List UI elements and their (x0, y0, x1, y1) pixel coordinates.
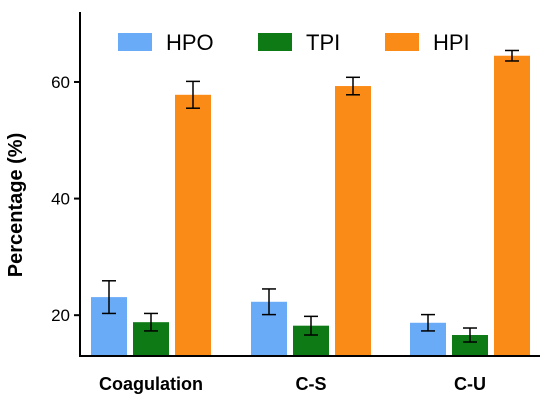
x-category-label: C-U (454, 374, 486, 394)
error-bar (346, 76, 360, 96)
error-bar (505, 49, 519, 62)
bar-hpi-c-u (494, 55, 530, 356)
error-bar (421, 313, 435, 332)
bar-tpi-c-u (452, 335, 488, 356)
y-tick-label: 40 (51, 190, 70, 209)
legend: HPO TPI HPI (118, 30, 470, 55)
error-bar (186, 80, 200, 109)
bar-hpi-c-s (335, 86, 371, 356)
error-bar (463, 327, 477, 343)
error-bar (144, 312, 158, 332)
error-bar (304, 315, 318, 336)
y-ticks-layer: 20 40 60 (51, 73, 80, 325)
legend-item-hpi: HPI (385, 30, 470, 55)
error-bar (262, 288, 276, 316)
legend-item-tpi: TPI (258, 30, 340, 55)
legend-swatch (258, 33, 292, 51)
error-bars-layer (102, 49, 519, 343)
legend-label: HPO (166, 30, 214, 55)
y-tick-label: 20 (51, 306, 70, 325)
legend-swatch (385, 33, 419, 51)
error-bar (102, 280, 116, 315)
legend-swatch (118, 33, 152, 51)
y-axis-title: Percentage (%) (5, 133, 27, 278)
legend-item-hpo: HPO (118, 30, 214, 55)
legend-label: HPI (433, 30, 470, 55)
bar-hpi-coagulation (175, 94, 211, 357)
legend-label: TPI (306, 30, 340, 55)
x-category-label: C-S (296, 374, 327, 394)
bars-layer (91, 55, 530, 357)
y-tick-label: 60 (51, 73, 70, 92)
x-labels-layer: Coagulation C-S C-U (99, 374, 486, 394)
x-category-label: Coagulation (99, 374, 203, 394)
